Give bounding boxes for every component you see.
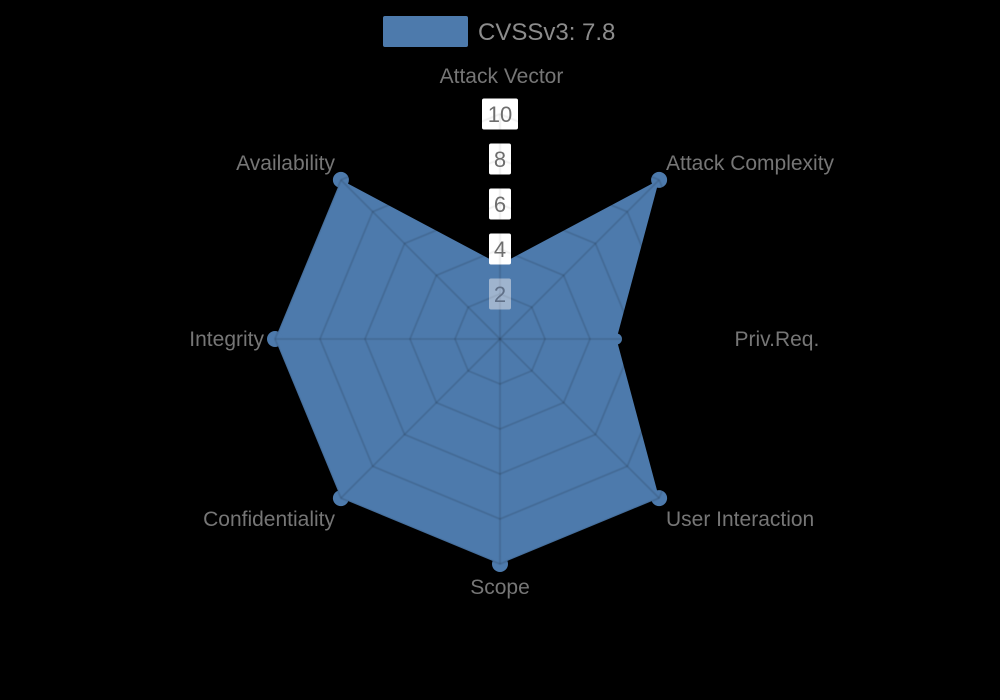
svg-text:Scope: Scope <box>470 576 530 599</box>
svg-text:2: 2 <box>494 282 506 307</box>
svg-text:User Interaction: User Interaction <box>666 508 814 531</box>
svg-text:4: 4 <box>494 237 506 262</box>
svg-text:8: 8 <box>494 147 506 172</box>
svg-text:10: 10 <box>488 102 512 127</box>
svg-text:CVSSv3: 7.8: CVSSv3: 7.8 <box>478 19 615 46</box>
svg-text:Attack Complexity: Attack Complexity <box>666 152 835 175</box>
svg-text:Confidentiality: Confidentiality <box>203 508 335 531</box>
svg-text:Availability: Availability <box>236 152 335 175</box>
svg-text:Priv.Req.: Priv.Req. <box>735 328 820 351</box>
svg-text:Attack Vector: Attack Vector <box>440 65 564 88</box>
svg-text:Integrity: Integrity <box>189 328 264 351</box>
svg-text:6: 6 <box>494 192 506 217</box>
